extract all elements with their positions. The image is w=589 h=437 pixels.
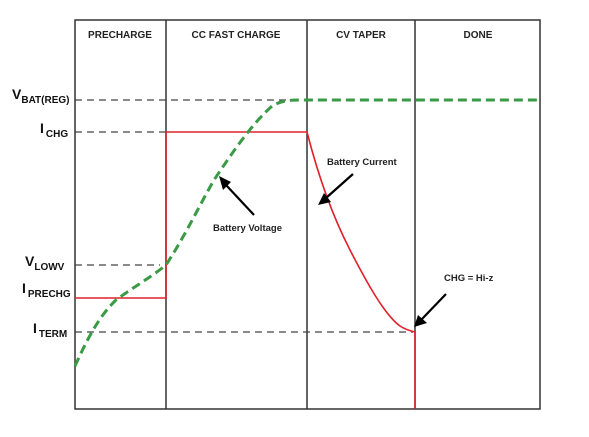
y-label-iterm: I TERM (33, 320, 67, 340)
arrow-battery-current (318, 173, 354, 205)
y-label-vlowv: VLOWV (25, 253, 65, 273)
y-label-vbat: VBAT(REG) (12, 86, 69, 106)
arrow-battery-voltage (219, 176, 255, 216)
annotation-battery-current: Battery Current (327, 157, 398, 168)
arrow-chg-hiz (414, 293, 447, 327)
phase-label-precharge: PRECHARGE (88, 30, 152, 41)
y-label-iprechg: I PRECHG (22, 280, 71, 300)
phase-label-cv-taper: CV TAPER (336, 30, 387, 41)
y-label-ichg: I CHG (40, 120, 68, 140)
series-battery-current (75, 131, 416, 409)
series-battery-voltage (73, 98, 540, 367)
phase-label-cc-fast-charge: CC FAST CHARGE (192, 30, 281, 41)
annotation-battery-voltage: Battery Voltage (213, 223, 282, 234)
annotation-chg-hiz: CHG = Hi-z (444, 273, 494, 284)
phase-label-done: DONE (464, 30, 493, 41)
